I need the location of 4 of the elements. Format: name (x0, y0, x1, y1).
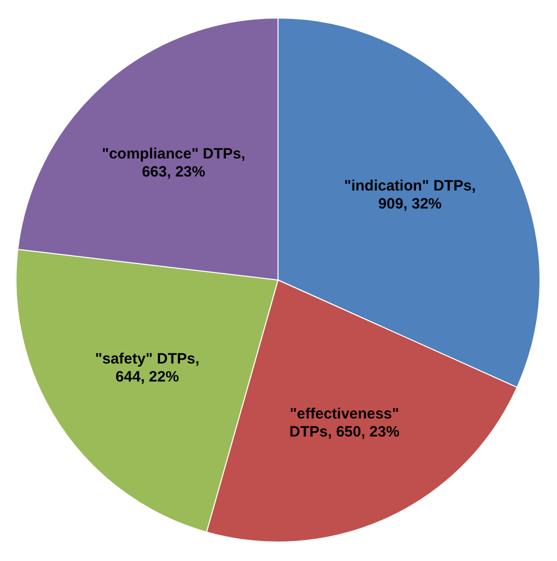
slice-label: "indication" DTPs, 909, 32% (344, 178, 476, 213)
slice-label: "effectiveness" DTPs, 650, 23% (289, 405, 400, 440)
slice-label: "compliance" DTPs, 663, 23% (102, 146, 246, 181)
slice-label: "safety" DTPs, 644, 22% (95, 350, 200, 386)
